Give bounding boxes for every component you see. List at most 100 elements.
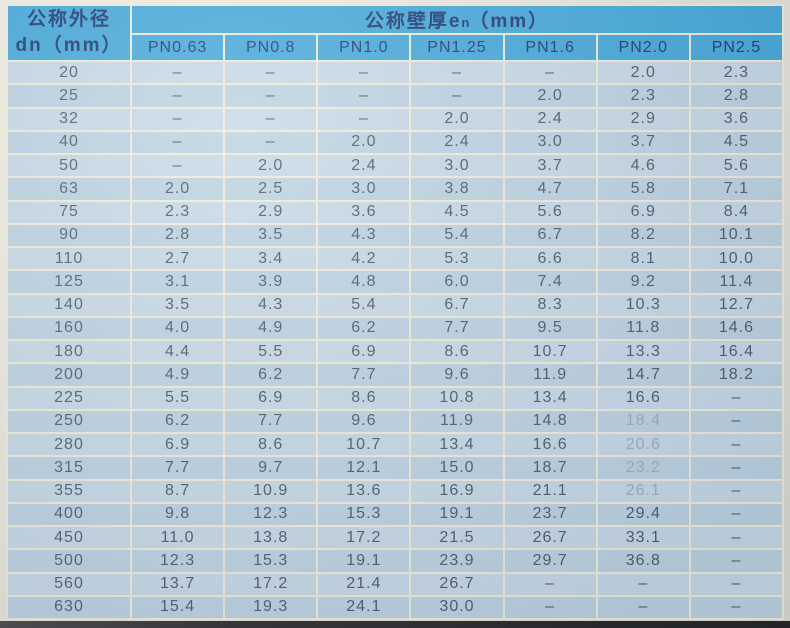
- thickness-value: 4.5: [409, 199, 505, 225]
- thickness-value: 2.4: [409, 129, 505, 156]
- table-row: 500 12.3 15.3 19.1 23.9 29.7 36.8–: [6, 548, 785, 574]
- thickness-value: 4.9: [129, 362, 226, 388]
- thickness-value: 10.7: [316, 431, 412, 458]
- thickness-value: –: [502, 594, 598, 621]
- thickness-value: 2.0: [316, 129, 412, 156]
- thickness-value: 26.7: [409, 571, 505, 597]
- thickness-value: 13.8: [223, 524, 319, 551]
- thickness-value: 3.0: [316, 176, 412, 202]
- thickness-value: 9.6: [316, 408, 412, 435]
- thickness-value: 23.2: [595, 455, 691, 481]
- thickness-value: 2.0: [502, 83, 598, 109]
- thickness-value: 8.7: [129, 478, 226, 504]
- thickness-value: 3.7: [502, 152, 598, 179]
- thickness-value: –: [688, 385, 785, 411]
- table-header: 公称外径 dn（mm） 公称壁厚en（mm） PN0.63 PN0.8 PN1.0 P…: [6, 4, 785, 62]
- corner-header-line1: 公称外径: [26, 9, 111, 31]
- thickness-value: 9.6: [409, 362, 505, 388]
- thickness-value: –: [316, 83, 412, 109]
- column-header-pn0.63: PN0.63: [129, 33, 226, 62]
- pn-column-header-row: PN0.63 PN0.8 PN1.0 PN1.25 PN1.6 PN2.0 PN2.5: [7, 33, 785, 62]
- thickness-value: –: [688, 478, 785, 504]
- dn-value: 225: [6, 385, 132, 411]
- thickness-value: –: [502, 571, 598, 597]
- thickness-value: 10.3: [595, 292, 691, 318]
- thickness-value: –: [223, 129, 319, 156]
- table-row: 110 2.7 3.4 4.2 5.3 6.6 8.1 10.0: [6, 245, 785, 272]
- thickness-value: 11.0: [129, 524, 226, 551]
- thickness-value: 15.3: [223, 548, 319, 574]
- thickness-value: –: [595, 594, 691, 621]
- thickness-value: –: [688, 524, 785, 551]
- table-row: 225 5.5 6.9 8.6 10.8 13.4 16.6–: [6, 385, 785, 411]
- column-header-pn0.8: PN0.8: [223, 33, 319, 62]
- thickness-value: 14.8: [502, 408, 598, 435]
- thickness-value: 6.0: [409, 269, 505, 295]
- thickness-value: 5.4: [409, 222, 505, 249]
- thickness-value: –: [409, 83, 505, 109]
- thickness-value: 7.7: [316, 362, 412, 388]
- thickness-value: 2.3: [595, 83, 691, 109]
- thickness-value: 12.3: [223, 501, 319, 528]
- thickness-value: 8.1: [595, 245, 691, 272]
- thickness-value: –: [688, 431, 785, 458]
- thickness-value: 21.1: [502, 478, 598, 504]
- thickness-value: 6.2: [316, 315, 412, 342]
- thickness-value: 5.4: [316, 292, 412, 318]
- thickness-value: 3.4: [223, 245, 319, 272]
- thickness-value: 33.1: [595, 524, 691, 551]
- thickness-value: 23.9: [409, 548, 505, 574]
- thickness-value: 2.0: [223, 152, 319, 179]
- table-row: 560 13.7 17.2 21.4 26.7– – –: [6, 571, 785, 597]
- column-header-pn1.0: PN1.0: [316, 33, 412, 62]
- dn-value: 500: [6, 548, 132, 574]
- dn-value: 20: [6, 59, 132, 86]
- table-row: 450 11.0 13.8 17.2 21.5 26.7 33.1–: [6, 524, 785, 551]
- wall-thickness-table: 公称外径 dn（mm） 公称壁厚en（mm） PN0.63 PN0.8 PN1.0 P…: [6, 4, 785, 621]
- thickness-value: 3.6: [688, 106, 785, 132]
- thickness-value: 13.4: [409, 431, 505, 458]
- thickness-value: 8.6: [316, 385, 412, 411]
- thickness-value: –: [316, 106, 412, 132]
- thickness-value: 16.6: [595, 385, 691, 411]
- table-body: 20– – – – –2.0 2.3 25– – – –2.0 2.3 2.8 32– – –2.0 2.4 2…: [6, 59, 785, 621]
- thickness-value: 9.7: [223, 455, 319, 481]
- thickness-value: –: [688, 571, 785, 597]
- thickness-value: 2.7: [129, 245, 226, 272]
- thickness-value: –: [223, 83, 319, 109]
- dn-value: 280: [6, 431, 132, 458]
- thickness-value: 8.6: [223, 431, 319, 458]
- thickness-value: –: [316, 59, 412, 86]
- thickness-value: 8.2: [595, 222, 691, 249]
- thickness-value: 13.4: [502, 385, 598, 411]
- thickness-value: 8.6: [409, 338, 505, 365]
- thickness-value: 7.4: [502, 269, 598, 295]
- dn-value: 140: [6, 292, 132, 318]
- thickness-value: 15.3: [316, 501, 412, 528]
- dn-value: 630: [6, 594, 132, 621]
- column-header-pn1.6: PN1.6: [502, 33, 598, 62]
- thickness-value: 2.0: [409, 106, 505, 132]
- thickness-value: 3.0: [502, 129, 598, 156]
- thickness-value: 4.7: [502, 176, 598, 202]
- thickness-value: 5.8: [595, 176, 691, 202]
- column-header-pn2.5: PN2.5: [688, 33, 785, 62]
- thickness-value: –: [688, 594, 785, 621]
- thickness-value: 11.9: [409, 408, 505, 435]
- thickness-value: 5.3: [409, 245, 505, 272]
- thickness-value: 15.4: [129, 594, 226, 621]
- main-title-n-subscript: n: [461, 15, 470, 30]
- dn-value: 250: [6, 408, 132, 435]
- table-row: 180 4.4 5.5 6.9 8.6 10.7 13.3 16.4: [6, 338, 785, 365]
- thickness-value: 36.8: [595, 548, 691, 574]
- dn-value: 160: [6, 315, 132, 342]
- thickness-value: 6.9: [595, 199, 691, 225]
- thickness-value: 2.3: [688, 59, 785, 86]
- thickness-value: 17.2: [223, 571, 319, 597]
- thickness-value: 29.4: [595, 501, 691, 528]
- thickness-value: 2.3: [129, 199, 226, 225]
- main-title: 公称壁厚en（mm）: [130, 4, 784, 35]
- table-row: 160 4.0 4.9 6.2 7.7 9.5 11.8 14.6: [6, 315, 785, 342]
- thickness-value: 21.5: [409, 524, 505, 551]
- thickness-value: 3.8: [409, 176, 505, 202]
